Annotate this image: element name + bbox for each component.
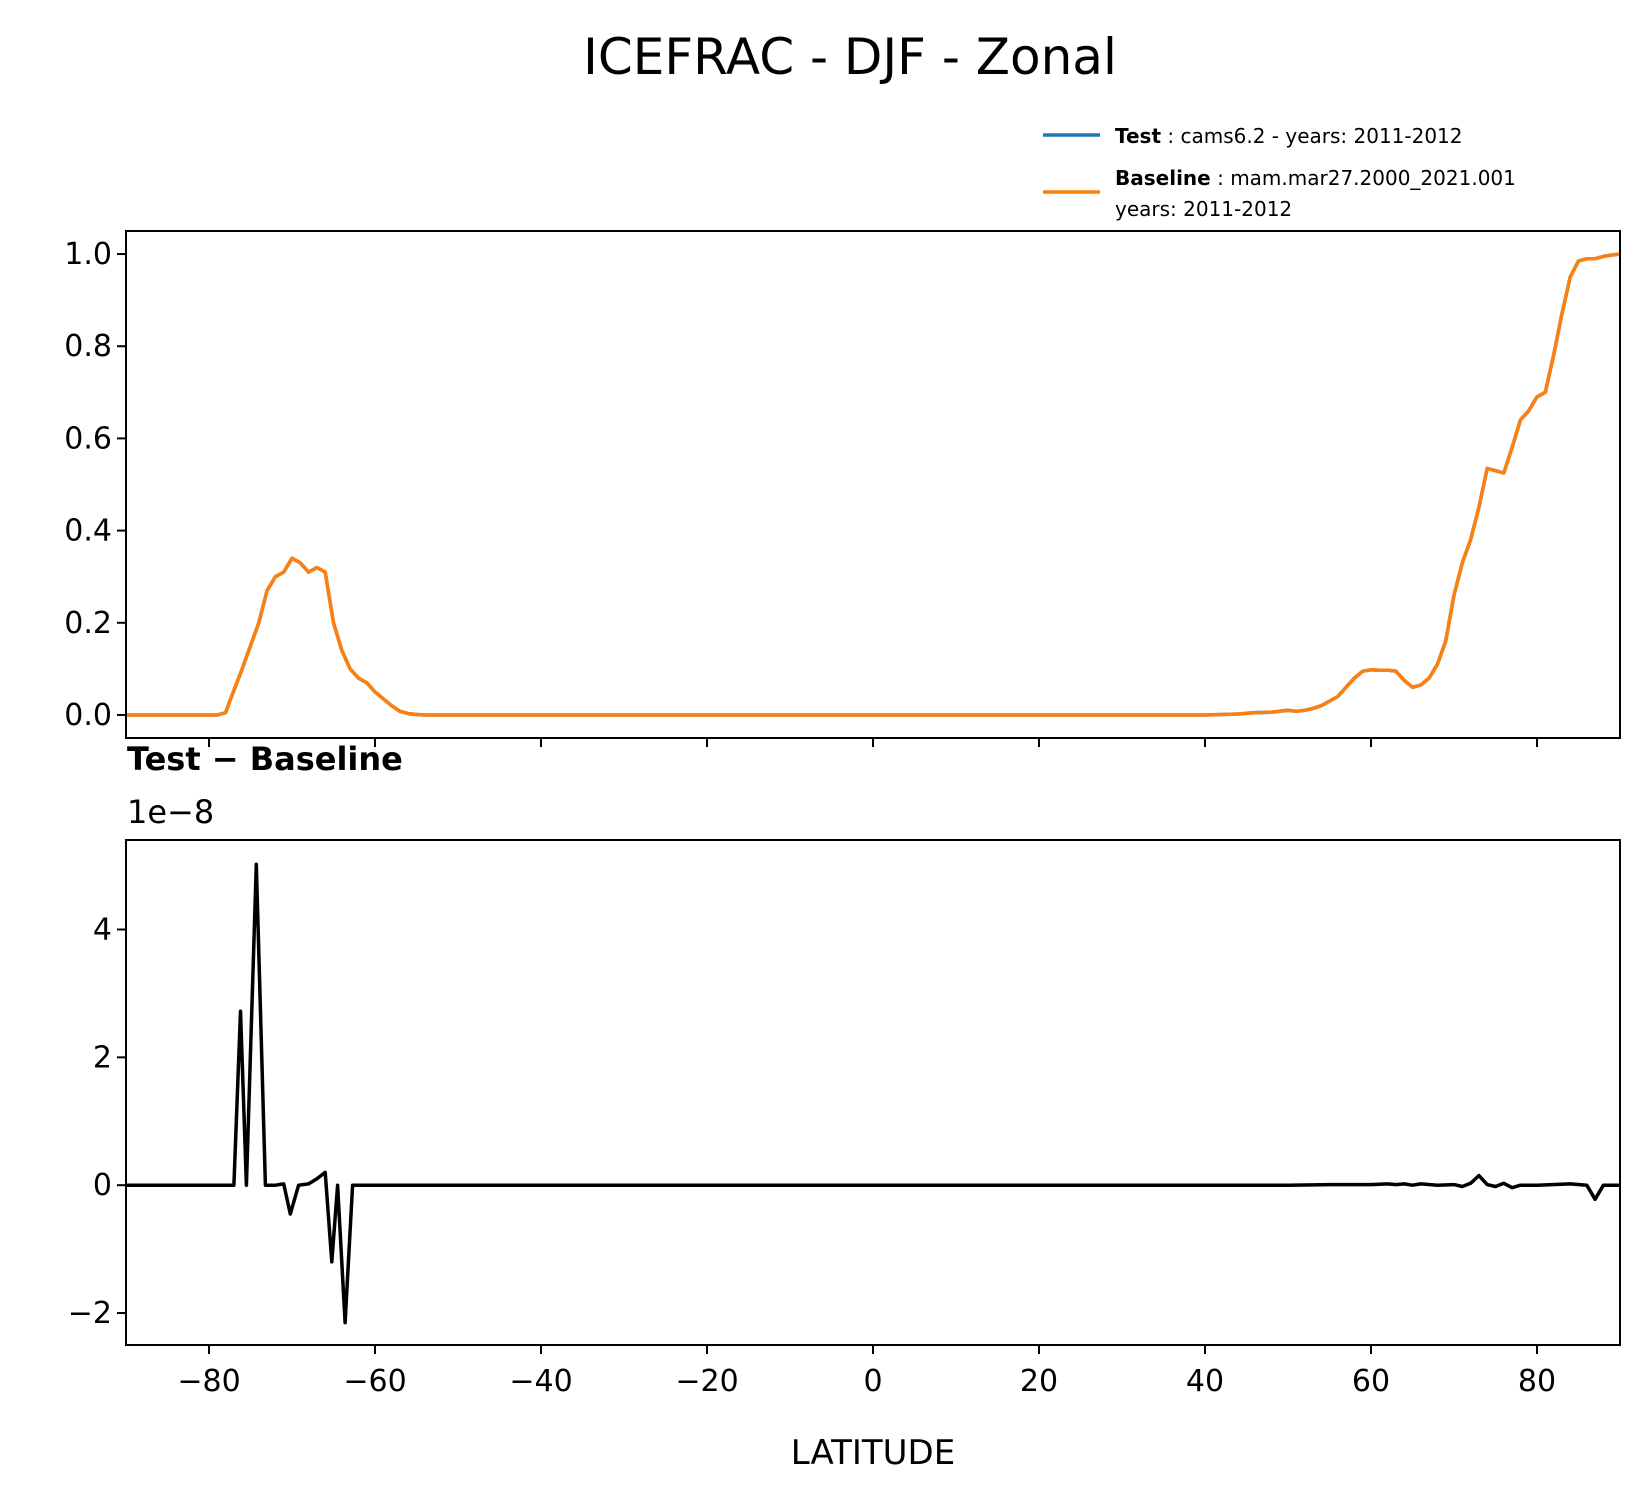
y-tick-label: 1.0 [64, 237, 112, 272]
x-tick-label: 40 [1186, 1364, 1224, 1399]
x-tick-label: −40 [509, 1364, 572, 1399]
series-line-baseline [126, 252, 1621, 717]
legend-label-test-name: Test [1115, 124, 1161, 148]
series-line-difference [126, 862, 1620, 1325]
x-tick-label: 20 [1020, 1364, 1058, 1399]
legend-label-baseline: Baseline : mam.mar27.2000_2021.001 [1115, 166, 1516, 190]
y-tick-label: 4 [93, 912, 112, 947]
bottom-panel-x-ticks: −80 −60 −40 −20 0 20 40 60 80 [177, 1345, 1556, 1399]
y-tick-label: −2 [68, 1296, 112, 1331]
difference-panel-title: Test − Baseline [127, 740, 403, 778]
top-panel: 0.0 0.2 0.4 0.6 0.8 1.0 [64, 230, 1621, 747]
legend-label-baseline-name: Baseline [1115, 166, 1211, 190]
y-tick-label: 2 [93, 1040, 112, 1075]
y-tick-label: 0.8 [64, 329, 112, 364]
bottom-panel-y-ticks: −2 0 2 4 [68, 912, 126, 1331]
legend-label-baseline-desc: : mam.mar27.2000_2021.001 [1211, 166, 1516, 190]
y-tick-label: 0 [93, 1168, 112, 1203]
x-tick-label: −60 [343, 1364, 406, 1399]
top-panel-lines [126, 252, 1621, 717]
x-tick-label: 0 [863, 1364, 882, 1399]
y-offset-label: 1e−8 [127, 793, 214, 831]
y-tick-label: 0.2 [64, 606, 112, 641]
legend-label-test-desc: : cams6.2 - years: 2011-2012 [1161, 124, 1463, 148]
legend-label-test: Test : cams6.2 - years: 2011-2012 [1115, 124, 1463, 148]
bottom-panel-lines [126, 862, 1620, 1325]
x-tick-label: −80 [177, 1364, 240, 1399]
y-tick-label: 0.0 [64, 698, 112, 733]
top-panel-x-ticks [208, 738, 1538, 747]
bottom-panel-frame [125, 839, 1621, 1346]
legend: Test : cams6.2 - years: 2011-2012 Baseli… [1043, 124, 1516, 221]
legend-label-baseline-years: years: 2011-2012 [1115, 197, 1292, 221]
figure-title: ICEFRAC - DJF - Zonal [583, 28, 1117, 86]
x-axis-label: LATITUDE [791, 1433, 955, 1473]
top-panel-frame [125, 230, 1621, 739]
y-tick-label: 0.6 [64, 421, 112, 456]
x-tick-label: −20 [675, 1364, 738, 1399]
x-tick-label: 60 [1352, 1364, 1390, 1399]
top-panel-y-ticks: 0.0 0.2 0.4 0.6 0.8 1.0 [64, 237, 126, 733]
x-tick-label: 80 [1518, 1364, 1556, 1399]
y-tick-label: 0.4 [64, 514, 112, 549]
series-line-test [126, 252, 1621, 717]
